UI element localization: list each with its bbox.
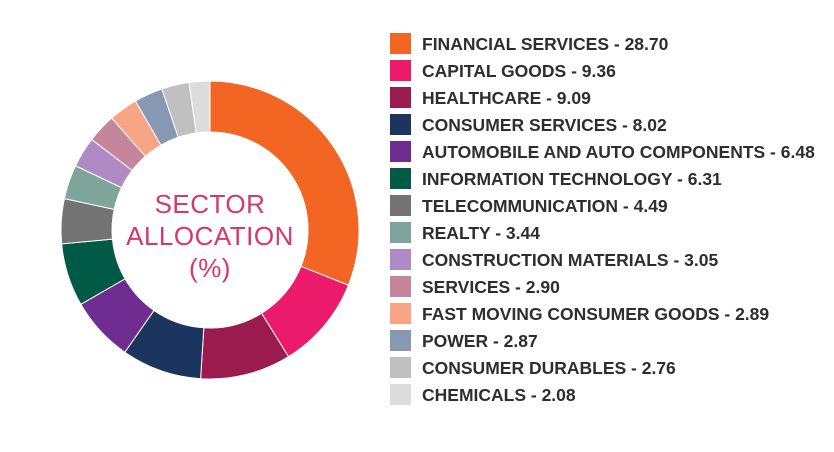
legend-item-chemicals: CHEMICALS - 2.08 — [390, 383, 828, 408]
legend-label: CONSTRUCTION MATERIALS - 3.05 — [422, 250, 719, 270]
legend-label: FAST MOVING CONSUMER GOODS - 2.89 — [422, 304, 770, 324]
legend-label: SERVICES - 2.90 — [422, 277, 560, 297]
legend-label: CONSUMER DURABLES - 2.76 — [422, 358, 676, 378]
legend-swatch — [390, 195, 411, 216]
legend-swatch — [390, 141, 411, 162]
legend-swatch — [390, 168, 411, 189]
chart-title-line-1: SECTOR — [154, 189, 266, 219]
legend-swatch — [390, 60, 411, 81]
legend: FINANCIAL SERVICES - 28.70 CAPITAL GOODS … — [390, 32, 828, 410]
legend-label: CHEMICALS - 2.08 — [422, 385, 576, 405]
chart-title-line-2: ALLOCATION — [126, 221, 294, 251]
chart-title-line-3: (%) — [189, 253, 231, 283]
legend-item-capital-goods: CAPITAL GOODS - 9.36 — [390, 59, 828, 84]
donut-slice-financial-services — [209, 80, 360, 286]
donut-slice-chemicals — [188, 80, 211, 134]
legend-swatch — [390, 249, 411, 270]
legend-item-fast-moving-consumer-goods: FAST MOVING CONSUMER GOODS - 2.89 — [390, 302, 828, 327]
legend-item-financial-services: FINANCIAL SERVICES - 28.70 — [390, 32, 828, 57]
legend-label: FINANCIAL SERVICES - 28.70 — [422, 34, 669, 54]
legend-item-information-technology: INFORMATION TECHNOLOGY - 6.31 — [390, 167, 828, 192]
legend-label: HEALTHCARE - 9.09 — [422, 88, 591, 108]
legend-item-consumer-services: CONSUMER SERVICES - 8.02 — [390, 113, 828, 138]
legend-swatch — [390, 114, 411, 135]
legend-swatch — [390, 33, 411, 54]
legend-label: AUTOMOBILE AND AUTO COMPONENTS - 6.48 — [422, 142, 815, 162]
legend-swatch — [390, 222, 411, 243]
donut-chart — [60, 80, 360, 380]
legend-swatch — [390, 330, 411, 351]
legend-swatch — [390, 276, 411, 297]
legend-label: CONSUMER SERVICES - 8.02 — [422, 115, 667, 135]
legend-item-construction-materials: CONSTRUCTION MATERIALS - 3.05 — [390, 248, 828, 273]
chart-title: SECTOR ALLOCATION (%) — [110, 188, 310, 284]
legend-swatch — [390, 87, 411, 108]
legend-item-telecommunication: TELECOMMUNICATION - 4.49 — [390, 194, 828, 219]
legend-label: CAPITAL GOODS - 9.36 — [422, 61, 616, 81]
legend-label: TELECOMMUNICATION - 4.49 — [422, 196, 668, 216]
legend-item-healthcare: HEALTHCARE - 9.09 — [390, 86, 828, 111]
legend-label: POWER - 2.87 — [422, 331, 538, 351]
legend-swatch — [390, 357, 411, 378]
legend-label: REALTY - 3.44 — [422, 223, 540, 243]
legend-item-realty: REALTY - 3.44 — [390, 221, 828, 246]
legend-item-power: POWER - 2.87 — [390, 329, 828, 354]
legend-label: INFORMATION TECHNOLOGY - 6.31 — [422, 169, 722, 189]
legend-item-automobile-and-auto-components: AUTOMOBILE AND AUTO COMPONENTS - 6.48 — [390, 140, 828, 165]
legend-swatch — [390, 303, 411, 324]
legend-swatch — [390, 384, 411, 405]
legend-item-consumer-durables: CONSUMER DURABLES - 2.76 — [390, 356, 828, 381]
legend-item-services: SERVICES - 2.90 — [390, 275, 828, 300]
